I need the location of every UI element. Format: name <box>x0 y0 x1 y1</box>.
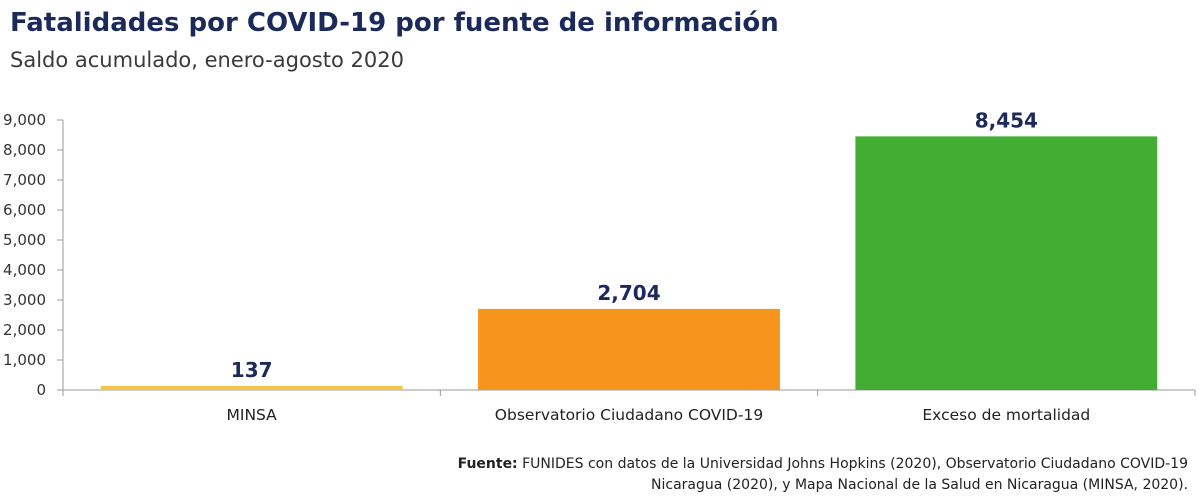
y-tick-label: 3,000 <box>3 291 46 309</box>
category-label: Observatorio Ciudadano COVID-19 <box>495 406 763 424</box>
data-label: 8,454 <box>975 108 1038 132</box>
data-label: 137 <box>231 358 273 382</box>
data-label: 2,704 <box>597 281 660 305</box>
source-line-2: Nicaragua (2020), y Mapa Nacional de la … <box>651 477 1188 493</box>
bar-chart: 0 1,000 2,000 3,000 4,000 5,000 6,000 7,000 8,00… <box>3 108 1196 424</box>
y-tick-label: 4,000 <box>3 261 46 279</box>
category-label: Exceso de mortalidad <box>922 406 1090 424</box>
y-tick-label: 1,000 <box>3 351 46 369</box>
y-tick-label: 5,000 <box>3 231 46 249</box>
y-tick-label: 7,000 <box>3 171 46 189</box>
source-prefix: Fuente: <box>457 456 518 472</box>
chart-title: Fatalidades por COVID-19 por fuente de i… <box>10 8 779 38</box>
y-tick-label: 2,000 <box>3 321 46 339</box>
y-tick-label: 9,000 <box>3 111 46 129</box>
y-tick-label: 8,000 <box>3 141 46 159</box>
source-note: Fuente: FUNIDES con datos de la Universi… <box>458 454 1188 496</box>
bar <box>100 385 403 390</box>
chart-subtitle: Saldo acumulado, enero-agosto 2020 <box>10 48 404 72</box>
y-tick-label: 6,000 <box>3 201 46 219</box>
source-line-1: FUNIDES con datos de la Universidad John… <box>522 456 1188 472</box>
y-tick-label: 0 <box>36 381 46 399</box>
category-label: MINSA <box>227 406 278 424</box>
bar <box>478 308 780 390</box>
bar <box>855 136 1158 390</box>
